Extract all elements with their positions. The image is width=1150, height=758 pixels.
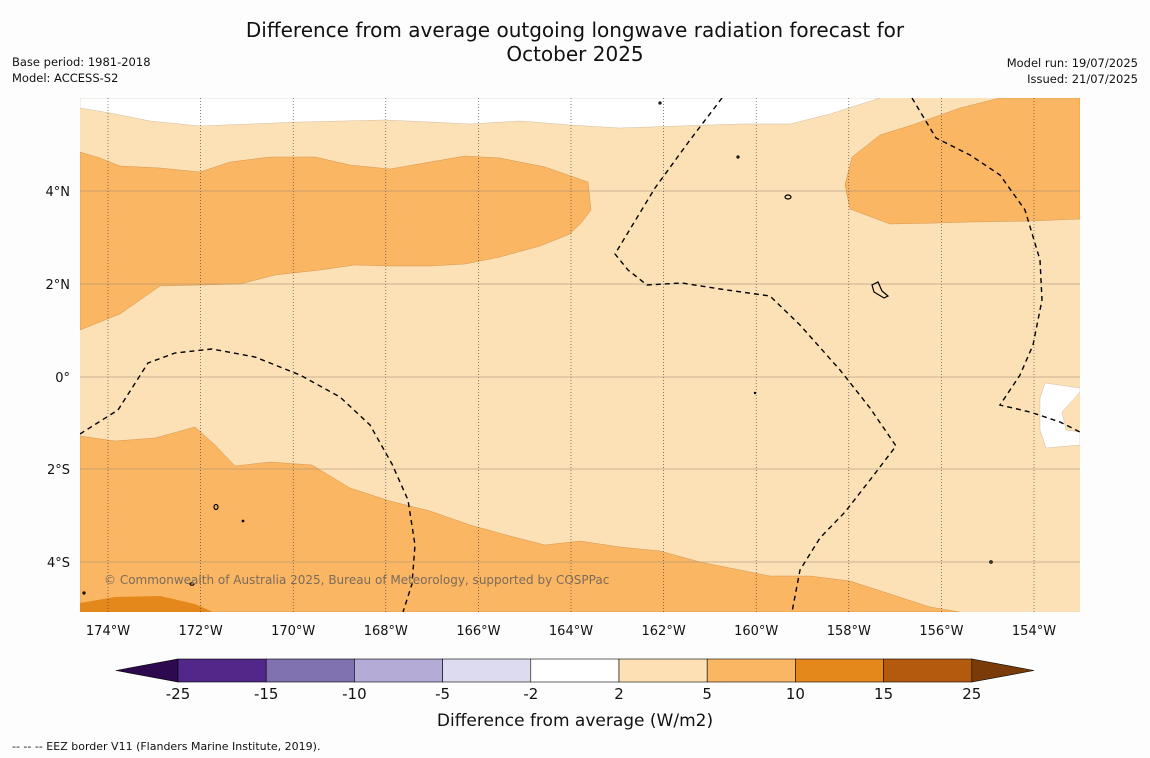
anomaly-10-15-southwest-patch (80, 596, 213, 612)
lon-tick-label: 154°W (1012, 624, 1056, 639)
anomaly-5-10-north-band (80, 151, 592, 331)
model-name: Model: ACCESS-S2 (12, 71, 119, 85)
lat-tick-label: 0° (55, 371, 70, 386)
lon-tick-label: 166°W (456, 624, 500, 639)
colorbar-tick-label: -10 (342, 685, 367, 703)
colorbar-segment (618, 658, 708, 683)
meta-left: Base period: 1981-2018 Model: ACCESS-S2 (12, 54, 151, 86)
colorbar-segment (883, 658, 973, 683)
lon-tick-label: 170°W (271, 624, 315, 639)
colorbar-tick-label: 25 (962, 685, 981, 703)
island (82, 591, 86, 595)
lon-tick-label: 172°W (179, 624, 223, 639)
title-line-2: October 2025 (506, 42, 644, 66)
colorbar-segment (706, 658, 796, 683)
colorbar-segment (530, 658, 620, 683)
anomaly-5-10-south-band (80, 426, 961, 612)
neutral-area-east (1039, 382, 1080, 449)
lon-tick-label: 162°W (642, 624, 686, 639)
issued-date: Issued: 21/07/2025 (1027, 72, 1138, 86)
colorbar: -25 -15 -10 -5 -2 2 5 10 15 25 Difference from av… (115, 658, 1035, 731)
base-period: Base period: 1981-2018 (12, 55, 151, 69)
lon-tick-label: 160°W (734, 624, 778, 639)
colorbar-tick-label: -5 (435, 685, 450, 703)
colorbar-tick-label: 15 (874, 685, 893, 703)
island (213, 503, 219, 511)
lat-tick-label: 4°S (47, 556, 70, 571)
colorbar-tick-label: -2 (523, 685, 538, 703)
eez-border-central (614, 98, 897, 612)
eez-footnote: -- -- -- EEZ border V11 (Flanders Marine… (12, 740, 321, 753)
colorbar-segment (354, 658, 443, 683)
island (753, 391, 757, 395)
island (871, 281, 890, 299)
island (736, 155, 740, 159)
neutral-area-north (80, 98, 881, 129)
chart-title: Difference from average outgoing longwav… (0, 18, 1150, 66)
islands (82, 101, 993, 595)
model-run: Model run: 19/07/2025 (1006, 56, 1138, 70)
colorbar-tick-label: 2 (614, 685, 624, 703)
colorbar-segment (442, 658, 532, 683)
anomaly-5-10-northeast-patch (844, 98, 1080, 225)
island (658, 101, 662, 105)
island (784, 194, 792, 200)
lon-tick-label: 168°W (364, 624, 408, 639)
map-area: © Commonwealth of Australia 2025, Bureau… (80, 98, 1080, 612)
eez-borders (80, 98, 1080, 612)
copyright-text: © Commonwealth of Australia 2025, Bureau… (104, 573, 609, 587)
colorbar-tick-label: -25 (166, 685, 191, 703)
lon-tick-label: 158°W (827, 624, 871, 639)
colorbar-segment (265, 658, 355, 683)
lon-tick-label: 156°W (919, 624, 963, 639)
lon-tick-label: 174°W (86, 624, 130, 639)
latitude-labels: 4°N 2°N 0° 2°S 4°S (46, 185, 71, 571)
colorbar-tick-label: -15 (254, 685, 279, 703)
colorbar-tick-label: 10 (786, 685, 805, 703)
island (241, 519, 245, 523)
colorbar-extend-high (971, 658, 1035, 683)
colorbar-tick-label: 5 (702, 685, 712, 703)
lat-tick-label: 2°N (46, 278, 71, 293)
island (189, 582, 195, 586)
lat-tick-label: 2°S (47, 463, 70, 478)
eez-border-east (911, 98, 1080, 433)
colorbar-segment (177, 658, 267, 683)
title-line-1: Difference from average outgoing longwav… (245, 18, 905, 42)
graticule (80, 98, 1080, 612)
island (989, 560, 993, 564)
lat-tick-label: 4°N (46, 185, 71, 200)
colorbar-title: Difference from average (W/m2) (437, 711, 713, 731)
meta-right: Model run: 19/07/2025 Issued: 21/07/2025 (1007, 55, 1138, 87)
eez-border-west (80, 348, 416, 612)
colorbar-extend-low (115, 658, 179, 683)
longitude-labels: 174°W 172°W 170°W 168°W 166°W 164°W 162°W 160°W… (86, 624, 1056, 639)
lon-tick-label: 164°W (549, 624, 593, 639)
colorbar-segment (795, 658, 884, 683)
